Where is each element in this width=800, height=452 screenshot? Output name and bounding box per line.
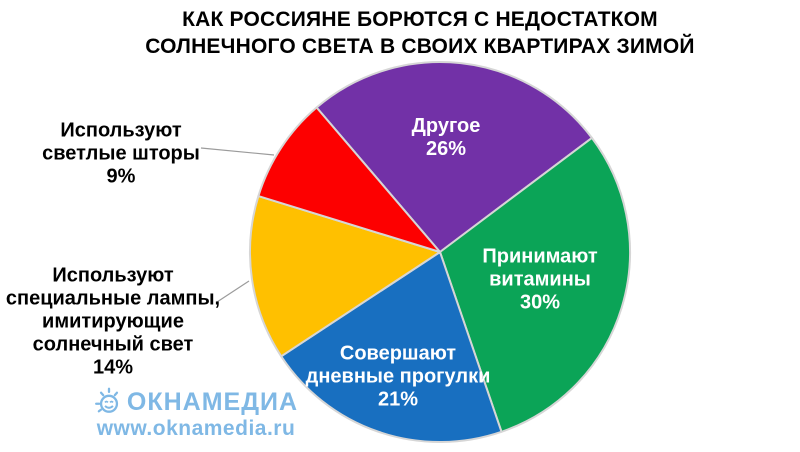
slice-label-drugoe: Другое 26% [411,115,481,160]
callout-label-shtory: Используют светлые шторы 9% [42,119,200,188]
callout-line-lampy [216,280,250,303]
slice-label-vitaminy: Принимают витамины 30% [482,245,598,314]
sun-smiley-icon [94,387,119,413]
pie-slice-1 [315,61,593,253]
oknamedia-watermark: ОКНАМЕДИА www.oknamedia.ru [78,387,314,441]
pie-slice-2 [439,136,631,433]
chart-title: КАК РОССИЯНЕ БОРЮТСЯ С НЕДОСТАТКОМ СОЛНЕ… [145,8,695,59]
slice-label-progulki: Совершают дневные прогулки 21% [305,342,491,411]
pie-slice-4 [249,195,441,358]
pie-slices [249,61,631,443]
logo-url: www.oknamedia.ru [96,417,296,440]
logo-text: ОКНАМЕДИА [126,387,299,416]
callout-line-shtory [200,147,275,156]
callout-label-lampy: Используют специальные лампы, имитирующи… [5,264,221,379]
pie-slice-3 [280,251,503,443]
pie-slice-5 [257,106,441,253]
